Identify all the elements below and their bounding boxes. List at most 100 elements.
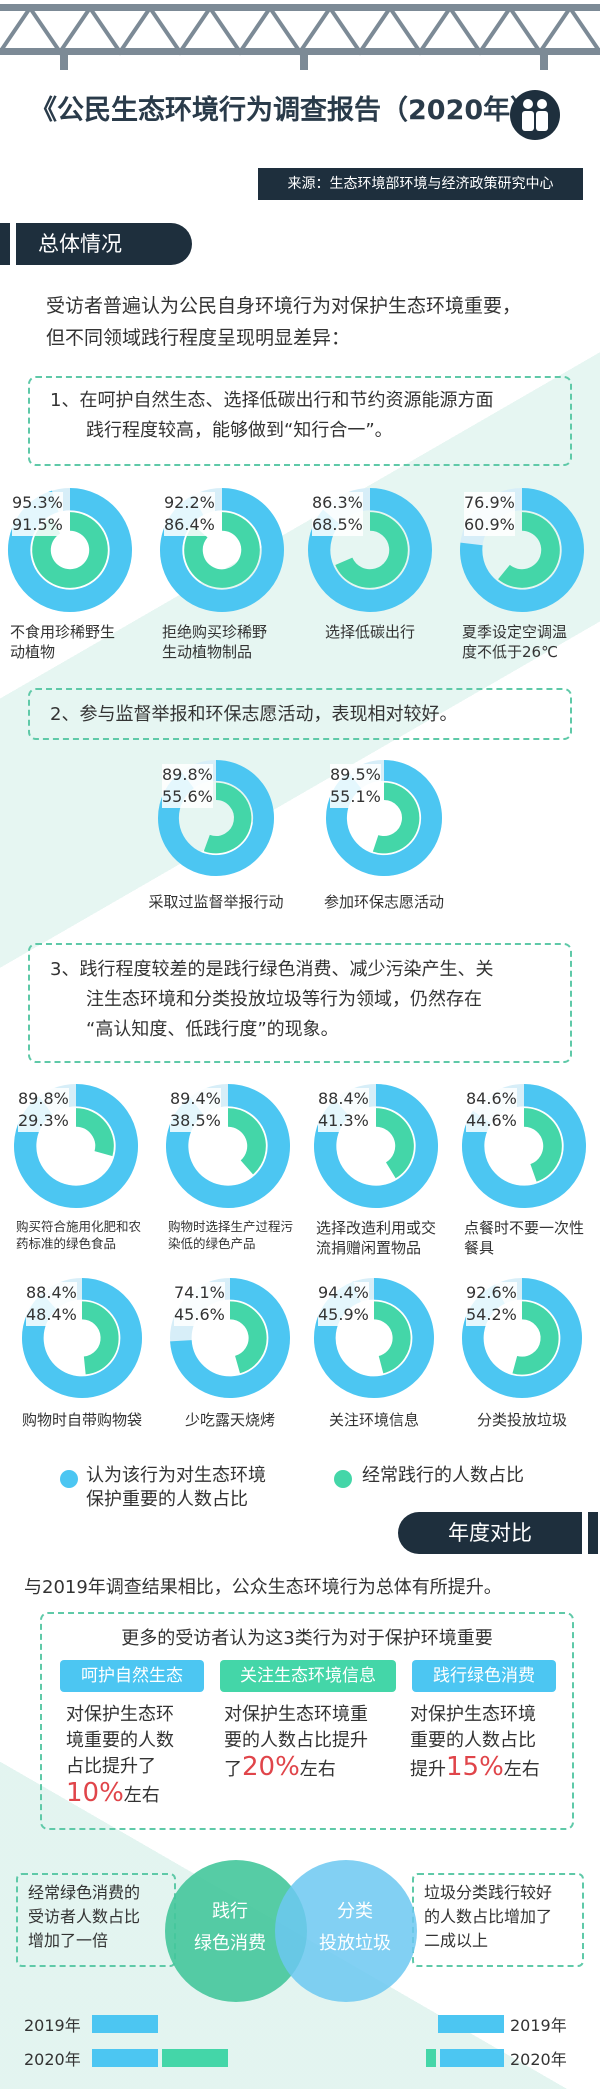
venn-line: 投放垃圾	[319, 1933, 391, 1954]
category-label-line: 度不低于26℃	[462, 643, 558, 661]
category-label: 选择低碳出行	[300, 622, 440, 642]
value-label-important: 92.2%	[164, 492, 215, 514]
category-label-line: 动植物	[10, 643, 56, 661]
category-label: 购物时选择生产过程污 染低的绿色产品	[168, 1218, 308, 1252]
value-label-important: 89.8%	[162, 764, 213, 786]
finding-line: 3、践行程度较差的是践行绿色消费、减少污染产生、关	[50, 959, 494, 980]
finding-box-1: 1、在呵护自然生态、选择低碳出行和节约资源能源方面 践行程度较高，能够做到“知行…	[28, 376, 572, 466]
year-label-left-2020: 2020年	[24, 2050, 81, 2069]
value-label-important: 89.8%	[18, 1088, 69, 1110]
heading-bar	[588, 1512, 598, 1554]
category-label: 不食用珍稀野生 动植物	[10, 622, 150, 662]
arc-important	[14, 1084, 138, 1208]
note-line: 经常绿色消费的	[28, 1883, 141, 1902]
donut-chart	[325, 759, 443, 877]
box-heading: 更多的受访者认为这3类行为对于保护环境重要	[121, 1628, 493, 1649]
category-label-line: 选择改造利用或交	[316, 1219, 437, 1237]
legend-line: 认为该行为对生态环境	[86, 1465, 266, 1486]
category-label-line: 生动植物制品	[162, 643, 253, 661]
suffix: 左右	[123, 1785, 160, 1806]
year-label-left-2019: 2019年	[24, 2016, 81, 2035]
category-label-line: 拒绝购买珍稀野	[162, 623, 268, 641]
col-line: 对保护生态环境	[410, 1704, 536, 1725]
year-label-right-2019: 2019年	[510, 2016, 567, 2035]
finding-line: 1、在呵护自然生态、选择低碳出行和节约资源能源方面	[50, 390, 494, 411]
category-label: 购物时自带购物袋	[12, 1410, 152, 1430]
category-label: 少吃露天烧烤	[160, 1410, 300, 1430]
section-heading-annual: 年度对比	[398, 1512, 598, 1554]
source-banner: 来源：生态环境部环境与经济政策研究中心	[258, 168, 583, 200]
value-label-important: 89.5%	[330, 764, 381, 786]
value-label-important: 89.4%	[170, 1088, 221, 1110]
category-label: 采取过监督举报行动	[146, 892, 286, 912]
arc-important	[326, 760, 442, 876]
tag-info: 关注生态环境信息	[220, 1660, 396, 1692]
note-line: 垃圾分类践行较好	[424, 1883, 553, 1902]
improvement-col-3: 对保护生态环境 重要的人数占比 提升15%左右	[410, 1702, 570, 1783]
steel-truss-banner	[0, 4, 600, 70]
value-label-important: 94.4%	[318, 1282, 369, 1304]
value-label-practiced: 86.4%	[164, 514, 215, 536]
category-label-line: 夏季设定空调温	[462, 623, 568, 641]
background-stripe	[0, 160, 600, 1160]
heading-bar	[0, 223, 10, 265]
donut-chart	[461, 1083, 587, 1209]
finding-line: 注生态环境和分类投放垃圾等行为领域，仍然存在	[86, 989, 482, 1010]
arc-important	[314, 1084, 438, 1208]
arc-important	[462, 1084, 586, 1208]
bar-right-2019	[438, 2015, 504, 2033]
category-label: 点餐时不要一次性 餐具	[464, 1218, 600, 1258]
section-heading-overall: 总体情况	[0, 223, 192, 265]
legend-practiced: 经常践行的人数占比	[362, 1465, 524, 1486]
improvement-box: 更多的受访者认为这3类行为对于保护环境重要 呵护自然生态 关注生态环境信息 践行…	[40, 1612, 574, 1830]
value-label-important: 84.6%	[466, 1088, 517, 1110]
arc-practiced	[372, 782, 420, 854]
donut-chart	[13, 1083, 139, 1209]
category-label: 参加环保志愿活动	[314, 892, 454, 912]
category-label-line: 购物时选择生产过程污	[168, 1219, 294, 1234]
arc-practiced	[512, 1301, 559, 1375]
value-label-practiced: 45.9%	[318, 1304, 369, 1326]
col-line: 对保护生态环	[66, 1704, 174, 1725]
suffix: 左右	[299, 1759, 336, 1780]
category-label-line: 染低的绿色产品	[168, 1236, 256, 1251]
category-label-line: 关注环境信息	[328, 1411, 419, 1429]
value-label-important: 88.4%	[26, 1282, 77, 1304]
col-text: 了	[224, 1759, 242, 1780]
value-label-practiced: 38.5%	[170, 1110, 221, 1132]
col-text: 提升	[410, 1759, 446, 1780]
donut-chart	[459, 487, 585, 613]
waste-sorting-note: 垃圾分类践行较好 的人数占比增加了 二成以上	[412, 1873, 584, 1967]
arc-important	[160, 488, 284, 612]
intro-line: 受访者普遍认为公民自身环境行为对保护生态环境重要，	[46, 295, 522, 317]
venn-line: 分类	[337, 1901, 373, 1922]
increase-value: 20%	[242, 1752, 300, 1782]
donut-chart	[307, 487, 433, 613]
legend-swatch-important	[60, 1470, 78, 1488]
increase-value: 10%	[66, 1778, 124, 1808]
venn-circle-waste-sorting	[275, 1860, 417, 2002]
col-line: 境重要的人数	[66, 1730, 174, 1751]
value-label-practiced: 44.6%	[466, 1110, 517, 1132]
compare-text: 与2019年调查结果相比，公众生态环境行为总体有所提升。	[24, 1577, 502, 1598]
donut-chart	[169, 1277, 291, 1399]
legend-swatch-practiced	[334, 1470, 352, 1488]
note-line: 的人数占比增加了	[424, 1907, 553, 1926]
col-line: 对保护生态环境重	[224, 1704, 368, 1725]
value-label-practiced: 55.6%	[162, 786, 213, 808]
finding-box-3: 3、践行程度较差的是践行绿色消费、减少污染产生、关 注生态环境和分类投放垃圾等行…	[28, 943, 572, 1063]
arc-important	[460, 488, 584, 612]
bar-right-2020-a	[440, 2049, 504, 2067]
value-label-important: 88.4%	[318, 1088, 369, 1110]
note-line: 增加了一倍	[28, 1931, 109, 1950]
category-label-line: 点餐时不要一次性	[464, 1219, 585, 1237]
col-line: 10%左右	[66, 1780, 206, 1809]
venn-label-left: 践行 绿色消费	[175, 1896, 285, 1960]
value-label-practiced: 41.3%	[318, 1110, 369, 1132]
value-label-practiced: 54.2%	[466, 1304, 517, 1326]
heading-label: 年度对比	[448, 1521, 532, 1545]
bar-left-2020-b	[162, 2049, 228, 2067]
col-line: 提升15%左右	[410, 1754, 570, 1783]
bar-left-2020-a	[92, 2049, 158, 2067]
intro-line: 但不同领域践行程度呈现明显差异：	[46, 327, 351, 349]
